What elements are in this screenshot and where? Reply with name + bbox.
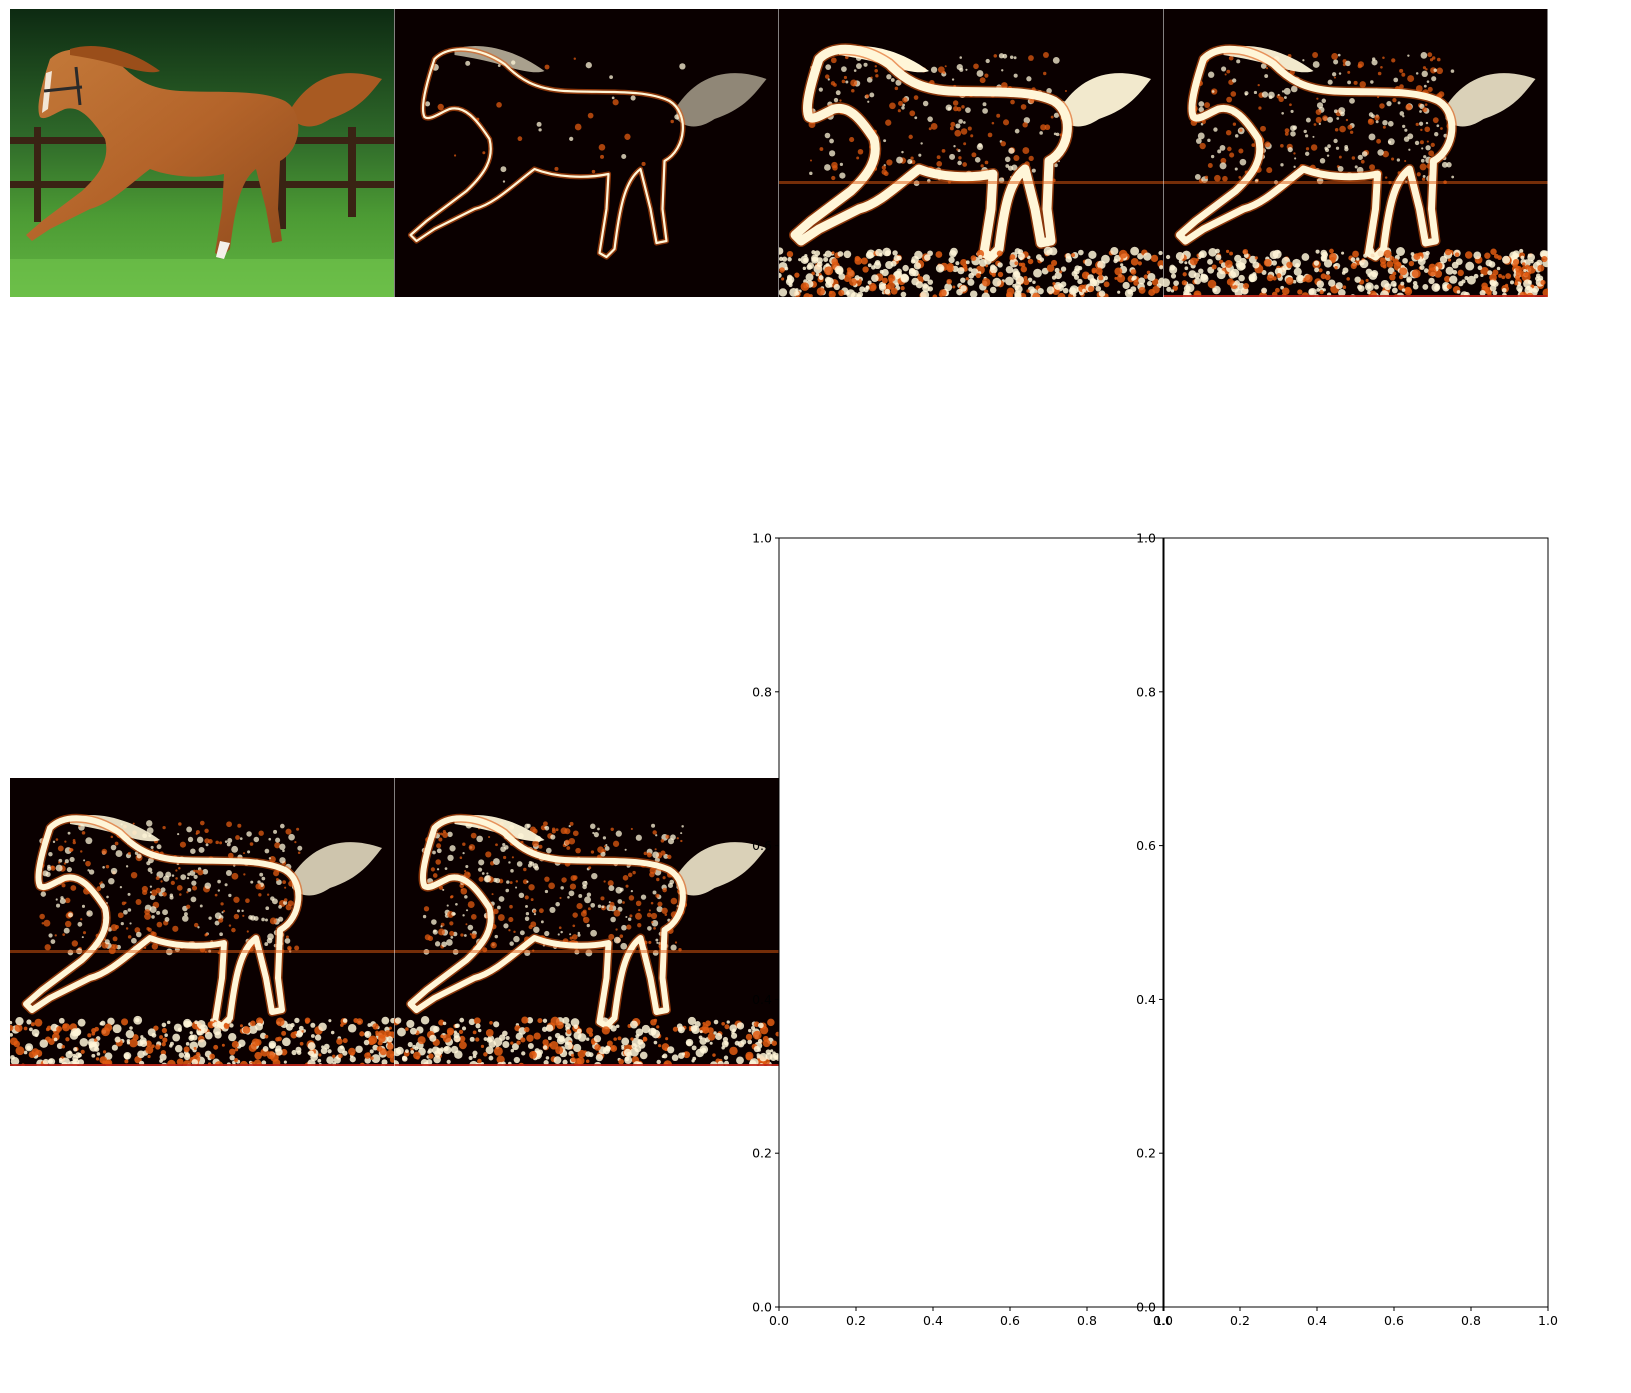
ground-speckle (394, 1016, 779, 1066)
ground-speckle (779, 246, 1163, 297)
activation-map-2-panel (779, 9, 1163, 297)
x-tick-label-2-2: 0.4 (1307, 1313, 1327, 1328)
activation-map-5-panel (394, 778, 779, 1066)
y-tick-label-2-2: 0.4 (1136, 992, 1156, 1007)
activation-map-3-panel (1163, 9, 1548, 297)
horse-mane (70, 45, 160, 73)
y-tick-label-2-3: 0.6 (1136, 838, 1156, 853)
activation-map-2 (779, 9, 1163, 297)
grass-texture (10, 259, 394, 297)
x-tick-label-1-3: 0.6 (1000, 1313, 1020, 1328)
x-tick-label-1-1: 0.2 (846, 1313, 866, 1328)
activation-map-4-panel (10, 778, 394, 1066)
empty-axes-1-svg: 0.0 0.2 0.4 0.6 0.8 1.00.00.20.40.60.81.0 (752, 531, 1170, 1329)
activation-map-5 (394, 778, 779, 1066)
x-tick-label-2-1: 0.2 (1230, 1313, 1250, 1328)
horse-photo (10, 9, 394, 297)
x-tick-label-2-5: 1.0 (1538, 1313, 1558, 1328)
y-tick-label-1-2: 0.4 (752, 992, 772, 1007)
ground-speckle (1163, 247, 1548, 297)
x-tick-label-1-5: 1.0 (1154, 1313, 1170, 1328)
activation-map-1-panel (394, 9, 779, 297)
activation-map-4 (10, 778, 394, 1066)
horse-sock (216, 241, 230, 259)
empty-axes-1: 0.0 0.2 0.4 0.6 0.8 1.0 0.0 0.2 0.4 0.6 0.8 1.0 (740, 530, 1170, 1330)
activation-map-1 (394, 9, 779, 297)
x-tick-label-2-0: 0.0 (1153, 1313, 1173, 1328)
y-tick-label-2-1: 0.2 (1136, 1146, 1156, 1161)
x-tick-label-2-3: 0.6 (1384, 1313, 1404, 1328)
horse-body (26, 49, 299, 258)
empty-axes-2: 0.0 0.2 0.4 0.6 0.8 1.0 0.0 0.2 0.4 0.6 0.8 1.0 (1124, 530, 1564, 1330)
activation-map-3 (1163, 9, 1548, 297)
empty-axes-2-svg: 0.0 0.2 0.4 0.6 0.8 1.00.00.20.40.60.81.0 (1136, 531, 1558, 1329)
x-tick-label-2-4: 0.8 (1461, 1313, 1481, 1328)
x-tick-label-1-0: 0.0 (769, 1313, 789, 1328)
y-tick-label-2-5: 1.0 (1136, 531, 1156, 546)
axes-frame-1 (778, 537, 1165, 1308)
horse-halter (43, 66, 83, 106)
y-tick-label-2-0: 0.0 (1136, 1300, 1156, 1315)
x-tick-label-1-2: 0.4 (923, 1313, 943, 1328)
horse-photo-panel (10, 9, 394, 297)
y-tick-label-1-1: 0.2 (752, 1146, 772, 1161)
axes-frame-2 (1162, 537, 1549, 1308)
y-tick-label-1-3: 0.6 (752, 838, 772, 853)
horse-tail (292, 73, 382, 127)
y-tick-label-1-5: 1.0 (752, 531, 772, 546)
y-tick-label-1-0: 0.0 (752, 1300, 772, 1315)
y-tick-label-2-4: 0.8 (1136, 684, 1156, 699)
x-tick-label-1-4: 0.8 (1077, 1313, 1097, 1328)
y-tick-label-1-4: 0.8 (752, 684, 772, 699)
